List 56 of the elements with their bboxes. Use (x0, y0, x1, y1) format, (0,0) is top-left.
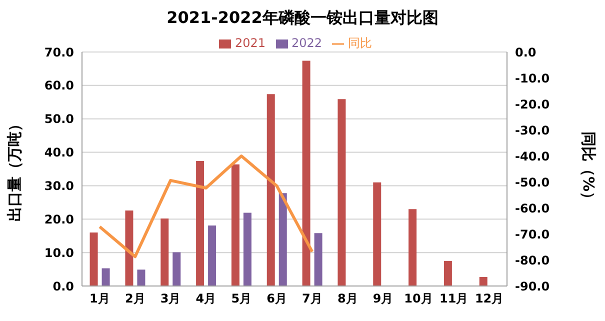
bar (90, 232, 98, 286)
x-tick-label: 8月 (337, 292, 358, 306)
x-tick-label: 12月 (474, 292, 504, 306)
bar (338, 99, 346, 286)
x-tick-label: 7月 (302, 292, 322, 306)
y-tick-label: 30.0 (44, 178, 74, 193)
y-tick-label: 10.0 (44, 246, 74, 260)
y-tick-label: 20.0 (44, 212, 74, 226)
bar (160, 218, 169, 286)
y2-tick-label: -70.0 (515, 227, 550, 242)
x-tick-label: 9月 (372, 292, 394, 306)
y2-tick-label: -30.0 (515, 123, 550, 138)
bar (373, 182, 382, 286)
bar (172, 252, 181, 286)
bar (408, 209, 417, 286)
y2-tick-label: -40.0 (515, 149, 550, 164)
x-tick-label: 4月 (196, 292, 216, 306)
bar (314, 233, 322, 286)
legend-label: 同比 (348, 36, 372, 50)
legend-label: 2022 (292, 36, 322, 50)
y2-tick-label: 0.0 (515, 45, 536, 60)
bar (102, 268, 110, 286)
x-tick-label: 3月 (160, 292, 181, 306)
x-tick-label: 10月 (404, 292, 433, 306)
x-tick-label: 5月 (231, 292, 252, 306)
y2-tick-label: -90.0 (515, 279, 550, 294)
bar (278, 193, 287, 286)
y-tick-label: 0.0 (52, 279, 74, 294)
y-axis-title: 出口量（万吨） (5, 116, 24, 222)
bar (231, 164, 240, 286)
bar (302, 60, 310, 286)
y2-tick-label: -80.0 (515, 253, 550, 268)
bar (125, 210, 134, 286)
bar (444, 260, 452, 286)
legend-label: 2021 (234, 36, 266, 50)
bar (479, 276, 488, 286)
x-tick-label: 6月 (266, 292, 287, 306)
x-tick-label: 2月 (124, 292, 146, 306)
chart-title: 2021-2022年磷酸一铵出口量对比图 (166, 8, 440, 29)
x-tick-label: 1月 (90, 292, 110, 306)
bar (196, 160, 204, 286)
bar (208, 225, 216, 286)
y2-tick-label: -60.0 (515, 201, 550, 216)
x-tick-label: 11月 (440, 292, 468, 306)
y-tick-label: 50.0 (44, 112, 74, 126)
bar (137, 270, 146, 286)
y-tick-label: 60.0 (44, 78, 74, 93)
y2-tick-label: -20.0 (515, 97, 550, 112)
y-tick-label: 40.0 (44, 146, 74, 160)
y-tick-label: 70.0 (44, 45, 74, 60)
line-series (98, 154, 314, 258)
bar (266, 94, 275, 286)
y2-tick-label: -50.0 (515, 175, 550, 190)
y2-axis-title: 同比（%） (580, 131, 598, 207)
y2-tick-label: -10.0 (515, 71, 550, 86)
bar (243, 212, 252, 286)
